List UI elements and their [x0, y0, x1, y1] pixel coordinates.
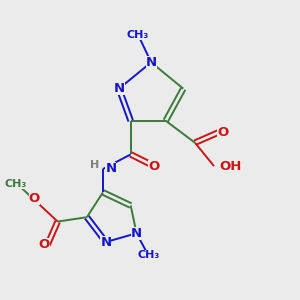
Text: O: O: [217, 126, 228, 139]
Text: H: H: [90, 160, 99, 170]
Text: N: N: [113, 82, 124, 95]
Text: CH₃: CH₃: [4, 178, 26, 189]
Text: O: O: [29, 192, 40, 205]
Text: N: N: [131, 227, 142, 240]
Text: O: O: [148, 160, 160, 172]
Text: OH: OH: [219, 160, 242, 172]
Text: N: N: [105, 163, 116, 176]
Text: N: N: [100, 236, 111, 248]
Text: N: N: [146, 56, 157, 69]
Text: O: O: [38, 238, 50, 251]
Text: CH₃: CH₃: [137, 250, 159, 260]
Text: CH₃: CH₃: [127, 30, 149, 40]
